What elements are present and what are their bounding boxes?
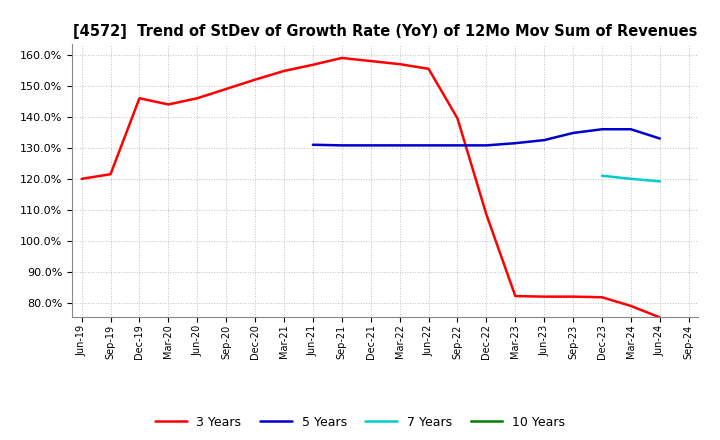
3 Years [626,303,635,308]
3 Years [338,55,346,61]
3 Years [482,212,491,217]
3 Years [598,295,606,300]
5 Years [598,127,606,132]
5 Years [482,143,491,148]
3 Years [395,62,404,67]
5 Years [309,142,318,147]
3 Years [366,59,375,64]
7 Years [598,173,606,178]
Line: 5 Years: 5 Years [313,129,660,145]
7 Years [655,179,664,184]
5 Years [338,143,346,148]
3 Years [569,294,577,299]
5 Years [511,140,520,146]
5 Years [569,130,577,136]
5 Years [453,143,462,148]
3 Years [222,86,230,92]
3 Years [77,176,86,181]
3 Years [107,172,115,177]
3 Years [453,116,462,121]
3 Years [279,68,288,73]
3 Years [251,77,259,82]
3 Years [511,293,520,299]
Line: 7 Years: 7 Years [602,176,660,181]
5 Years [655,136,664,141]
5 Years [424,143,433,148]
5 Years [366,143,375,148]
5 Years [626,127,635,132]
3 Years [655,315,664,320]
5 Years [540,137,549,143]
3 Years [309,62,318,67]
3 Years [164,102,173,107]
3 Years [540,294,549,299]
3 Years [424,66,433,71]
3 Years [193,95,202,101]
Title: [4572]  Trend of StDev of Growth Rate (YoY) of 12Mo Mov Sum of Revenues: [4572] Trend of StDev of Growth Rate (Yo… [73,24,698,39]
Legend: 3 Years, 5 Years, 7 Years, 10 Years: 3 Years, 5 Years, 7 Years, 10 Years [150,411,570,434]
Line: 3 Years: 3 Years [81,58,660,317]
3 Years [135,95,144,101]
7 Years [626,176,635,181]
5 Years [395,143,404,148]
